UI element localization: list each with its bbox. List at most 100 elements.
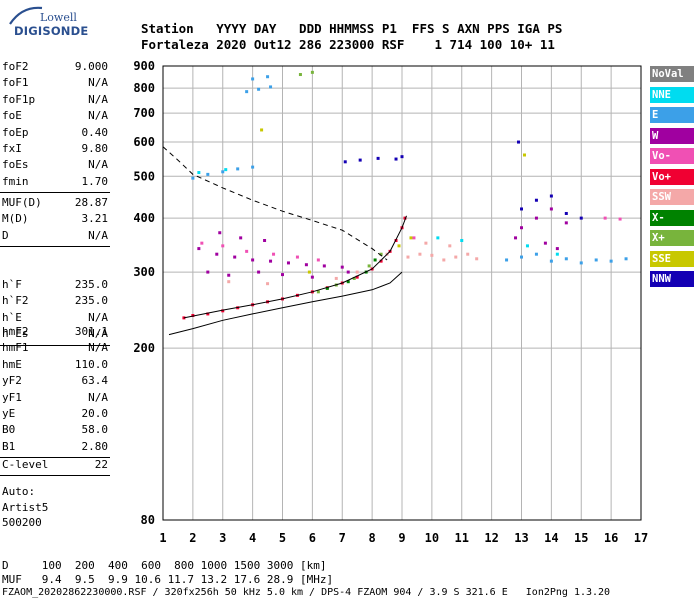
echo-point-nne <box>197 171 201 175</box>
echo-point-w <box>218 231 222 235</box>
param-label: h`F2 <box>2 294 29 308</box>
legend-item-w: W <box>650 127 694 144</box>
x-tick-label: 13 <box>514 531 528 545</box>
echo-point-ssw <box>466 252 470 256</box>
x-tick-label: 14 <box>544 531 558 545</box>
echo-point-nne <box>460 238 464 242</box>
echo-point-ssw <box>454 255 458 259</box>
echo-point-nnw <box>376 156 380 160</box>
param-label: foE <box>2 109 22 123</box>
param-row-d: D N/A <box>2 229 108 245</box>
param-value: N/A <box>88 327 108 341</box>
param-label: yF2 <box>2 374 22 388</box>
x-tick-label: 10 <box>425 531 439 545</box>
param-row-clevel: C-level 22 <box>2 458 108 474</box>
param-value: 235.0 <box>74 294 108 308</box>
echo-point-w <box>304 263 308 267</box>
legend-item-x: X- <box>650 209 694 226</box>
x-tick-label: 12 <box>484 531 498 545</box>
echo-point-e <box>579 261 583 265</box>
x-tick-label: 2 <box>189 531 196 545</box>
x-tick-label: 16 <box>604 531 618 545</box>
echo-point-vo <box>221 309 225 313</box>
param-separator <box>0 192 110 194</box>
echo-point-e <box>206 172 210 176</box>
param-label: B0 <box>2 423 16 437</box>
echo-point-w <box>257 270 261 274</box>
virtual-height-trace <box>162 146 388 261</box>
echo-point-e <box>505 258 509 262</box>
param-label: foEp <box>2 125 29 139</box>
echo-point-e <box>624 257 628 261</box>
param-separator <box>0 246 110 248</box>
param-separator <box>0 457 110 459</box>
echo-point-ssw <box>442 258 446 262</box>
legend-item-e: E <box>650 107 694 123</box>
echo-point-nne <box>525 244 529 248</box>
echo-point-x <box>310 70 314 74</box>
y-tick-label: 900 <box>133 59 155 73</box>
echo-point-w <box>263 238 267 242</box>
echo-point-e <box>251 77 255 81</box>
echo-point-vo <box>221 244 225 248</box>
echo-point-sse <box>260 128 264 132</box>
param-row-b0: B0 58.0 <box>2 423 108 439</box>
x-tick-label: 1 <box>159 531 166 545</box>
true-height-profile <box>168 271 403 336</box>
echo-point-e <box>257 87 261 91</box>
param-row-hme: hmE 110.0 <box>2 358 108 374</box>
param-value: 1.70 <box>81 174 109 188</box>
echo-point-ssw <box>424 241 428 245</box>
param-label: h`E <box>2 310 22 324</box>
param-value: 9.000 <box>74 60 108 73</box>
param-label: D <box>2 228 9 242</box>
param-row-fof1: foF1 N/A <box>2 76 108 92</box>
x-tick-label: 15 <box>574 531 588 545</box>
param-value: 3.21 <box>81 212 109 226</box>
echo-point-w <box>564 221 568 225</box>
footer-file-row: FZAOM_20202862230000.RSF / 320fx256h 50 … <box>2 587 611 598</box>
x-tick-label: 7 <box>339 531 346 545</box>
param-label: hmE <box>2 357 22 371</box>
echo-point-w <box>269 259 273 263</box>
y-tick-label: 600 <box>133 135 155 149</box>
y-tick-label: 200 <box>133 341 155 355</box>
echo-point-nnw <box>343 160 347 164</box>
auto-label: Auto: <box>2 485 36 498</box>
param-value: 301.1 <box>74 325 108 338</box>
x-tick-label: 17 <box>634 531 648 545</box>
y-tick-label: 80 <box>141 513 155 527</box>
legend-item-nne: NNE <box>650 86 694 103</box>
param-label: h`Es <box>2 327 29 341</box>
param-separator <box>0 344 110 346</box>
echo-point-x <box>352 276 356 280</box>
echo-point-x <box>316 290 320 294</box>
echo-point-w <box>534 216 538 220</box>
echo-point-e <box>609 259 613 263</box>
param-label: yE <box>2 407 16 420</box>
echo-point-sse <box>307 270 311 274</box>
echo-point-x <box>373 258 377 262</box>
legend-item-x: X+ <box>650 230 694 246</box>
echo-point-vo <box>295 255 299 259</box>
auto-program: Artist5 <box>2 501 49 514</box>
x-tick-label: 11 <box>455 531 469 545</box>
param-value: 58.0 <box>81 423 109 437</box>
param-label: M(D) <box>2 212 29 226</box>
param-value: N/A <box>88 310 108 324</box>
param-value: 235.0 <box>74 278 108 291</box>
echo-point-e <box>245 90 249 94</box>
param-row-he: h`E N/A <box>2 311 108 327</box>
echo-point-x <box>325 286 329 290</box>
footer-muf-row: MUF 9.4 9.5 9.9 10.6 11.7 13.2 17.6 28.9… <box>2 573 334 586</box>
param-value: N/A <box>88 228 108 242</box>
param-label: hmF2 <box>2 325 29 338</box>
echo-point-ssw <box>475 257 479 261</box>
logo-line1: Lowell <box>40 11 77 24</box>
echo-point-w <box>543 241 547 245</box>
param-row-foep: foEp 0.40 <box>2 126 108 142</box>
echo-point-sse <box>409 236 413 240</box>
param-value: N/A <box>88 92 108 106</box>
echo-point-w <box>549 207 553 211</box>
echo-point-vo <box>355 275 359 279</box>
